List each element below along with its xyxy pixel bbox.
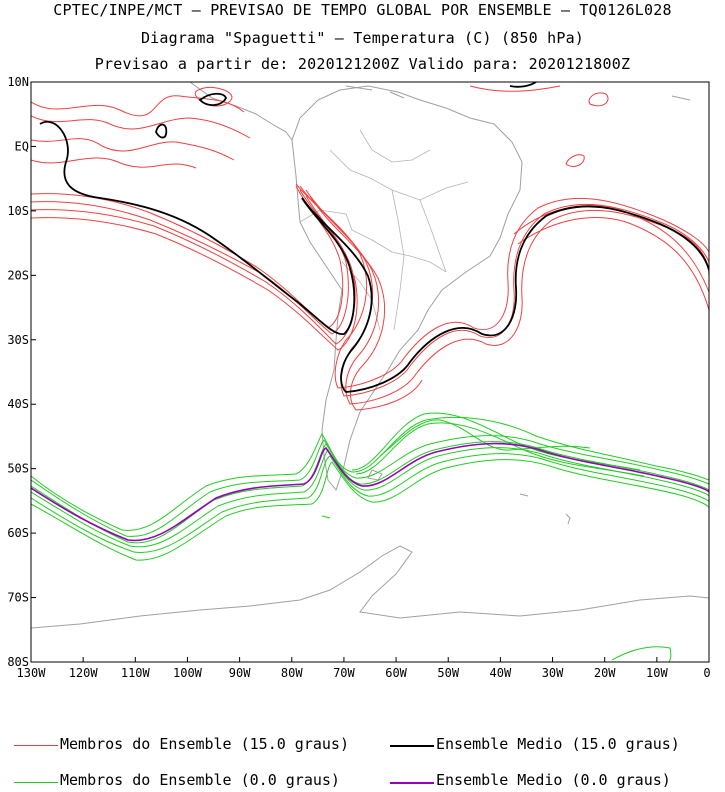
lat-tick-label: 10N	[7, 75, 29, 89]
lon-tick-label: 110W	[121, 666, 151, 680]
map-area	[31, 82, 709, 662]
lon-tick-label: 130W	[17, 666, 47, 680]
members-15-lines	[31, 85, 709, 411]
legend-label-mean-0: Ensemble Medio (0.0 graus)	[436, 771, 671, 789]
lon-tick-label: 10W	[646, 666, 668, 680]
legend-label-members-15: Membros do Ensemble (15.0 graus)	[60, 735, 349, 753]
lat-tick-label: 10S	[7, 204, 29, 218]
south-america-coastline	[291, 85, 523, 492]
title-line-3: Previsao a partir de: 2020121200Z Valido…	[94, 55, 631, 73]
lon-tick-label: 50W	[437, 666, 459, 680]
lon-tick-label: 70W	[333, 666, 355, 680]
title-line-2: Diagrama "Spaguetti" – Temperatura (C) (…	[140, 29, 585, 47]
antarctica-coastline	[31, 545, 709, 629]
mean-0-line	[31, 442, 709, 542]
lat-tick-label: 30S	[7, 333, 29, 347]
latitude-axis: 10N EQ 10S 20S 30S 40S 50S 60S 70S 80S	[7, 75, 36, 669]
lon-tick-label: 100W	[173, 666, 203, 680]
title-line-1: CPTEC/INPE/MCT – PREVISAO DE TEMPO GLOBA…	[53, 1, 672, 19]
central-america-coastline	[189, 82, 293, 141]
longitude-axis: 130W 120W 110W 100W 90W 80W 70W 60W 50W 40W 30W 20W…	[17, 657, 711, 680]
lon-tick-label: 30W	[542, 666, 564, 680]
legend-swatch-mean-0	[390, 782, 434, 784]
lon-tick-label: 20W	[594, 666, 616, 680]
lat-tick-label: 70S	[7, 591, 29, 605]
lat-tick-label: 60S	[7, 526, 29, 540]
map-frame	[30, 81, 710, 663]
lon-tick-label: 90W	[229, 666, 251, 680]
legend-swatch-members-0	[14, 782, 58, 783]
south-sandwich-islands	[519, 493, 571, 525]
lon-tick-label: 40W	[490, 666, 512, 680]
lat-tick-label: 40S	[7, 397, 29, 411]
lat-tick-label: EQ	[15, 139, 29, 153]
members-0-lines	[31, 412, 709, 662]
lon-tick-label: 60W	[385, 666, 407, 680]
caribbean-islands	[345, 85, 691, 101]
mean-15-line	[39, 82, 709, 393]
lat-tick-label: 20S	[7, 268, 29, 282]
lat-tick-label: 50S	[7, 462, 29, 476]
legend-label-mean-15: Ensemble Medio (15.0 graus)	[436, 735, 680, 753]
legend-label-members-0: Membros do Ensemble (0.0 graus)	[60, 771, 340, 789]
lon-tick-label: 0	[703, 666, 710, 680]
legend-swatch-members-15	[14, 745, 58, 746]
lon-tick-label: 120W	[69, 666, 99, 680]
lon-tick-label: 80W	[281, 666, 303, 680]
legend-swatch-mean-15	[390, 745, 434, 747]
lat-tick-label: 80S	[7, 655, 29, 669]
